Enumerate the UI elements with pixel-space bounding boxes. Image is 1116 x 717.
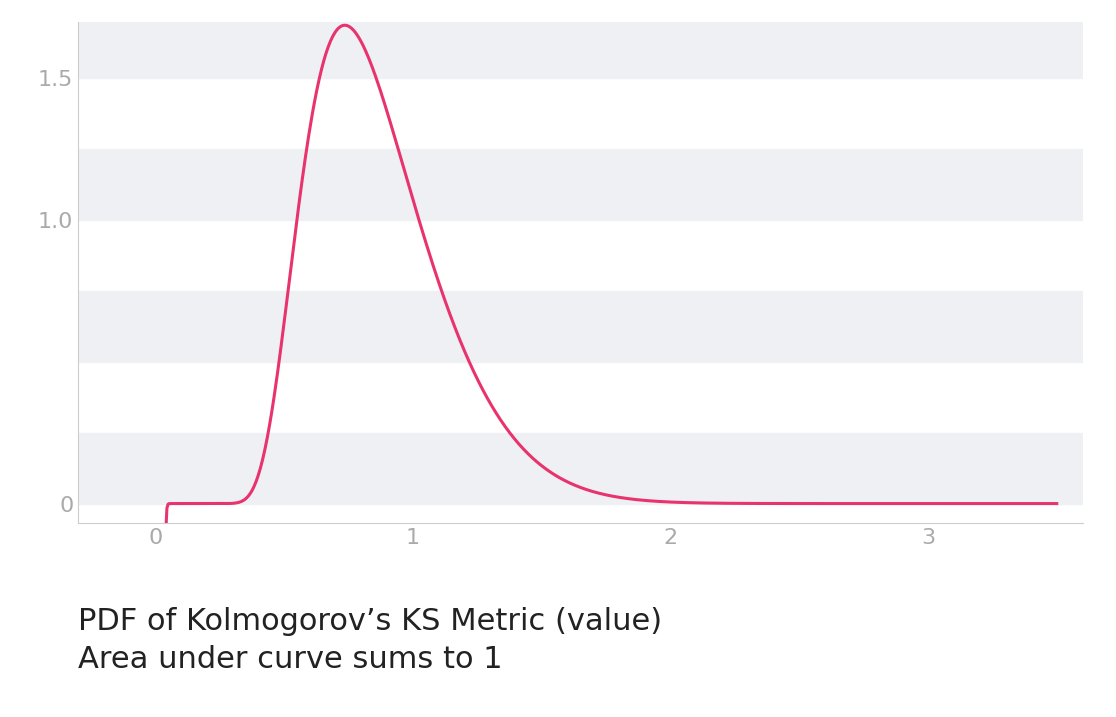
- Bar: [78, 7, 1083, 78]
- Bar: [78, 291, 1083, 362]
- Bar: [78, 149, 1083, 220]
- Text: PDF of Kolmogorov’s KS Metric (value)
Area under curve sums to 1: PDF of Kolmogorov’s KS Metric (value) Ar…: [78, 607, 662, 674]
- Bar: [78, 432, 1083, 503]
